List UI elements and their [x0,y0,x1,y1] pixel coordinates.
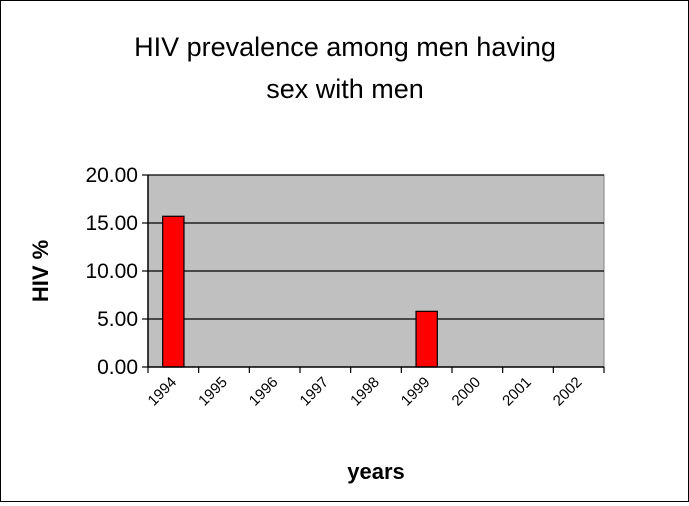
y-tick-label: 5.00 [97,308,138,331]
x-tick-label: 1998 [347,374,383,410]
x-tick-labels: 1994 1995 1996 1997 1998 1999 2000 2001 2002 [145,367,605,410]
bar-1994 [162,215,185,368]
y-tick-label: 15.00 [85,212,138,235]
x-tick-label: 1999 [398,374,434,410]
x-tick-label: 2002 [550,374,586,410]
x-tick-label: 1994 [145,374,181,410]
y-tick-label: 20.00 [85,164,138,187]
y-tick-labels: 0.00 5.00 10.00 15.00 20.00 [85,164,148,379]
bar-1999 [415,310,438,368]
x-tick-label: 1997 [297,374,333,410]
x-axis-title: years [347,459,405,484]
x-tick-label: 1995 [195,374,231,410]
x-tick-label: 2001 [499,374,535,410]
y-axis-title: HIV % [28,240,53,302]
y-tick-label: 0.00 [97,356,138,379]
chart-title-line-2: sex with men [266,74,424,104]
y-tick-label: 10.00 [85,260,138,283]
x-tick-label: 2000 [449,374,485,410]
x-tick-label: 1996 [246,374,282,410]
gridlines [148,174,604,320]
chart-title-line-1: HIV prevalence among men having [134,32,556,62]
